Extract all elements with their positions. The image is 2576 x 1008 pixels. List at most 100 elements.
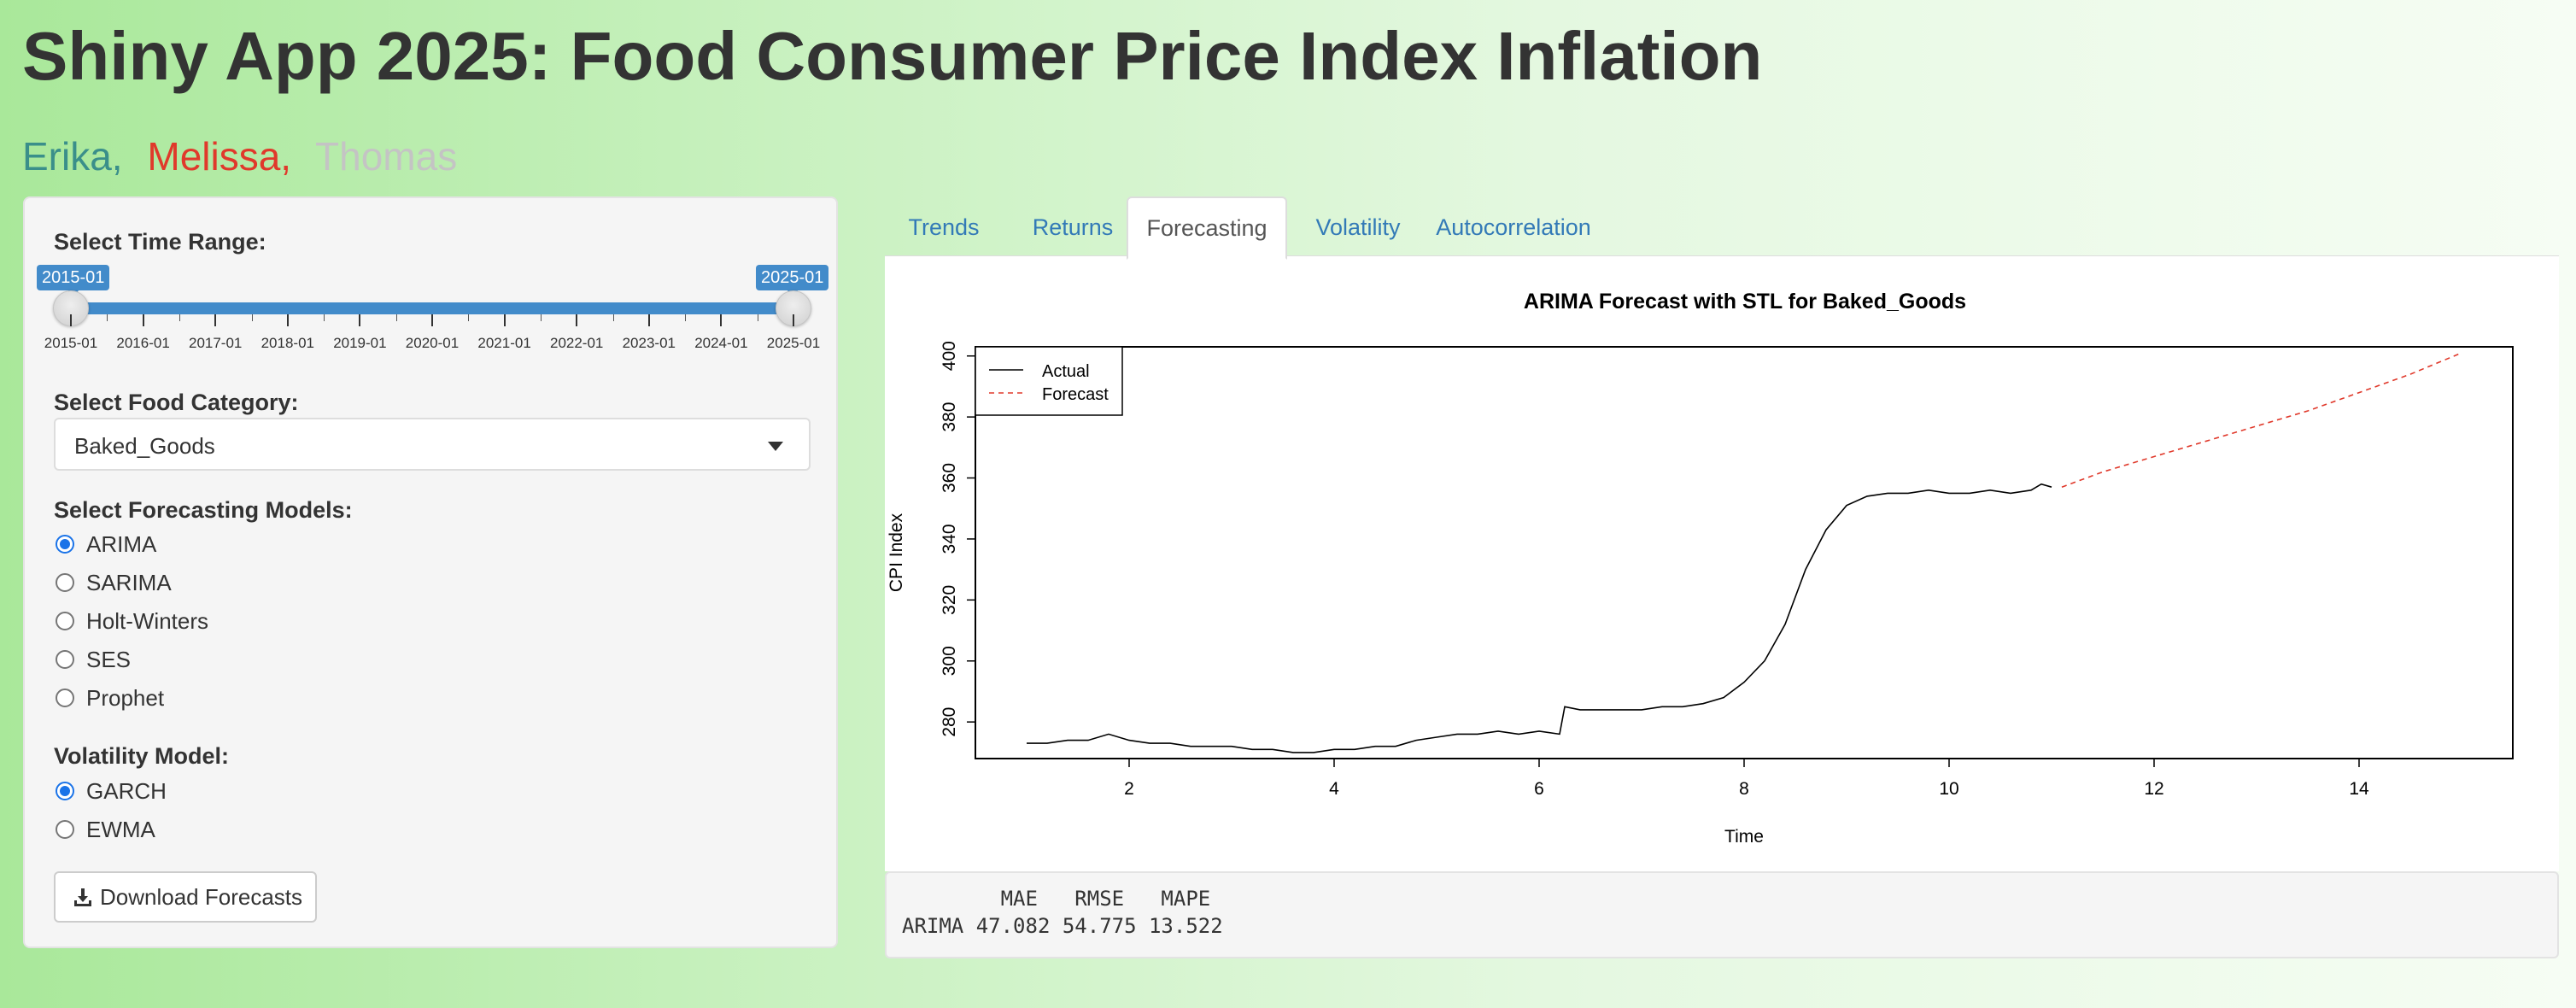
legend-forecast-label: Forecast bbox=[1042, 385, 1109, 404]
slider-tick-label: 2017-01 bbox=[188, 335, 243, 351]
x-tick-label: 6 bbox=[1534, 779, 1544, 799]
radio-button[interactable] bbox=[56, 820, 74, 839]
tab-autocorrelation[interactable]: Autocorrelation bbox=[1436, 214, 1591, 240]
volatility-model-label: Volatility Model: bbox=[54, 743, 230, 769]
slider-minor-tick bbox=[251, 314, 253, 321]
tab-volatility[interactable]: Volatility bbox=[1315, 214, 1401, 240]
plot-frame bbox=[975, 346, 2514, 759]
accuracy-metrics: MAE RMSE MAPE ARIMA 47.082 54.775 13.522 bbox=[885, 871, 2559, 958]
time-range-slider-track[interactable] bbox=[71, 302, 793, 314]
x-tick-label: 2 bbox=[1124, 779, 1134, 799]
slider-major-tick bbox=[647, 314, 650, 326]
x-tick-label: 4 bbox=[1329, 779, 1339, 799]
time-range-label: Select Time Range: bbox=[54, 229, 266, 255]
slider-major-tick bbox=[720, 314, 723, 326]
slider-minor-tick bbox=[540, 314, 542, 321]
radio-label: SES bbox=[86, 646, 132, 672]
radio-label: EWMA bbox=[86, 816, 155, 842]
author-thomas: Thomas bbox=[315, 134, 458, 179]
page-title: Shiny App 2025: Food Consumer Price Inde… bbox=[22, 18, 1763, 94]
radio-button[interactable] bbox=[56, 689, 74, 707]
slider-tick-label: 2025-01 bbox=[766, 335, 821, 351]
category-label: Select Food Category: bbox=[54, 390, 299, 415]
radio-garch[interactable]: GARCH bbox=[56, 777, 167, 806]
author-erika: Erika, bbox=[22, 134, 123, 179]
slider-major-tick bbox=[576, 314, 578, 326]
slider-tick-label: 2015-01 bbox=[44, 335, 98, 351]
chart-legend: Actual Forecast bbox=[975, 346, 1123, 416]
slider-tick-label: 2019-01 bbox=[333, 335, 387, 351]
chart-title: ARIMA Forecast with STL for Baked_Goods bbox=[1524, 290, 1966, 314]
metrics-row: ARIMA 47.082 54.775 13.522 bbox=[902, 914, 1223, 938]
slider-major-tick bbox=[431, 314, 433, 326]
radio-button[interactable] bbox=[56, 573, 74, 592]
radio-sarima[interactable]: SARIMA bbox=[56, 568, 172, 597]
radio-button[interactable] bbox=[56, 782, 74, 800]
forecast-plot-panel: ARIMA Forecast with STL for Baked_Goods … bbox=[885, 256, 2559, 871]
slider-major-tick bbox=[359, 314, 361, 326]
tab-forecasting[interactable]: Forecasting bbox=[1127, 196, 1287, 260]
radio-button[interactable] bbox=[56, 612, 74, 630]
slider-minor-tick bbox=[324, 314, 325, 321]
legend-actual-label: Actual bbox=[1042, 362, 1090, 381]
author-melissa: Melissa, bbox=[147, 134, 292, 179]
x-tick-label: 10 bbox=[1939, 779, 1958, 799]
sidebar-panel: Select Time Range: 2015-01 2025-01 2015-… bbox=[23, 196, 838, 948]
category-select-value: Baked_Goods bbox=[74, 433, 215, 459]
x-tick-label: 8 bbox=[1739, 779, 1749, 799]
tab-bar: Trends Returns Forecasting Volatility Au… bbox=[885, 196, 2559, 260]
slider-tick-label: 2022-01 bbox=[549, 335, 604, 351]
y-axis: 280 300 320 340 360 380 400 bbox=[940, 341, 975, 737]
series-forecast-line bbox=[2061, 352, 2462, 488]
chart-series bbox=[1027, 352, 2462, 753]
radio-label: Holt-Winters bbox=[86, 607, 209, 634]
slider-tick-label: 2020-01 bbox=[405, 335, 460, 351]
radio-button[interactable] bbox=[56, 535, 74, 554]
y-tick-label: 360 bbox=[940, 463, 959, 493]
y-tick-label: 380 bbox=[940, 402, 959, 432]
download-icon bbox=[74, 888, 91, 906]
slider-tick-label: 2018-01 bbox=[261, 335, 314, 351]
radio-holt-winters[interactable]: Holt-Winters bbox=[56, 607, 208, 636]
radio-label: ARIMA bbox=[86, 530, 157, 557]
slider-tick-label: 2016-01 bbox=[116, 335, 170, 351]
slider-ticks: 2015-01 2016-01 2017-01 2018-01 2019-01 2020-… bbox=[25, 314, 840, 351]
radio-label: SARIMA bbox=[86, 569, 172, 595]
download-button-label: Download Forecasts bbox=[100, 883, 302, 910]
slider-major-tick bbox=[142, 314, 144, 326]
y-tick-label: 280 bbox=[940, 707, 959, 737]
slider-minor-tick bbox=[685, 314, 687, 321]
legend-box bbox=[975, 346, 1123, 416]
radio-ses[interactable]: SES bbox=[56, 645, 131, 674]
y-tick-label: 340 bbox=[940, 524, 959, 554]
download-forecasts-button[interactable]: Download Forecasts bbox=[54, 871, 317, 923]
radio-prophet[interactable]: Prophet bbox=[56, 683, 164, 712]
slider-major-tick bbox=[793, 314, 794, 326]
y-tick-label: 400 bbox=[940, 341, 959, 371]
slider-tick-label: 2024-01 bbox=[694, 335, 748, 351]
slider-major-tick bbox=[214, 314, 217, 326]
metrics-header: MAE RMSE MAPE bbox=[902, 887, 1211, 911]
slider-minor-tick bbox=[179, 314, 180, 321]
x-tick-label: 12 bbox=[2144, 779, 2163, 799]
slider-minor-tick bbox=[107, 314, 108, 321]
x-axis: 2 4 6 8 10 12 14 bbox=[1124, 759, 2369, 799]
slider-to-value: 2025-01 bbox=[756, 265, 829, 297]
slider-major-tick bbox=[70, 314, 72, 326]
forecast-models-label: Select Forecasting Models: bbox=[54, 497, 353, 523]
tab-trends[interactable]: Trends bbox=[908, 214, 980, 240]
slider-minor-tick bbox=[468, 314, 470, 321]
radio-button[interactable] bbox=[56, 650, 74, 669]
forecast-chart: ARIMA Forecast with STL for Baked_Goods … bbox=[887, 290, 2514, 847]
radio-arima[interactable]: ARIMA bbox=[56, 530, 156, 559]
y-tick-label: 320 bbox=[940, 585, 959, 615]
radio-label: GARCH bbox=[86, 777, 167, 804]
slider-tick-label: 2021-01 bbox=[477, 335, 531, 351]
tab-returns[interactable]: Returns bbox=[1032, 214, 1114, 240]
y-axis-label: CPI Index bbox=[887, 513, 906, 592]
slider-tick-label: 2023-01 bbox=[622, 335, 676, 351]
radio-ewma[interactable]: EWMA bbox=[56, 815, 155, 844]
slider-major-tick bbox=[286, 314, 289, 326]
slider-minor-tick bbox=[612, 314, 614, 321]
category-select[interactable]: Baked_Goods bbox=[54, 418, 811, 471]
